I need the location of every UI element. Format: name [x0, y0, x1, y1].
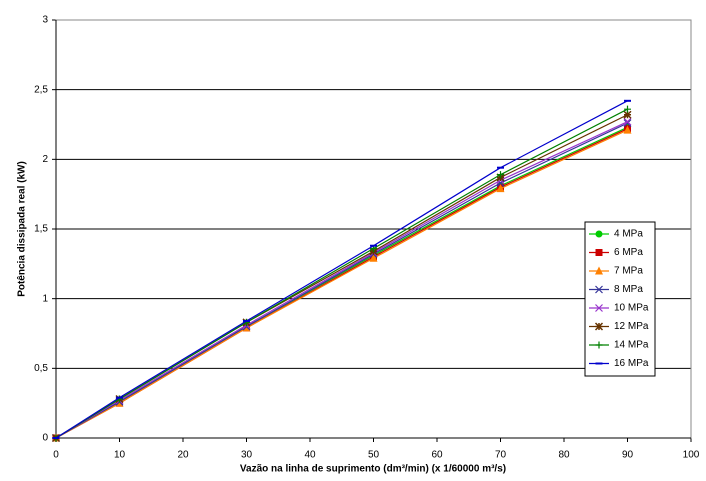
legend-label: 10 MPa — [614, 303, 649, 314]
legend-label: 4 MPa — [614, 229, 643, 240]
x-tick-label: 30 — [241, 450, 253, 461]
legend-marker — [595, 285, 603, 294]
legend-marker — [595, 304, 603, 312]
x-tick-label: 0 — [53, 450, 59, 461]
y-tick-label: 3 — [42, 15, 48, 26]
legend-marker — [595, 249, 603, 256]
legend-label: 14 MPa — [614, 340, 649, 351]
x-tick-label: 70 — [495, 450, 507, 461]
series-line — [55, 122, 628, 439]
y-tick-label: 1,5 — [34, 224, 48, 235]
point — [497, 171, 504, 179]
legend-marker — [595, 230, 603, 238]
x-tick-label: 60 — [431, 450, 443, 461]
legend-marker — [595, 266, 603, 275]
legend-label: 16 MPa — [614, 358, 649, 369]
x-tick-label: 20 — [177, 450, 189, 461]
legend-label: 7 MPa — [614, 266, 643, 277]
legend-box — [584, 221, 656, 377]
legend-label: 8 MPa — [614, 284, 643, 295]
point — [623, 125, 632, 134]
x-tick-label: 80 — [558, 450, 570, 461]
y-tick-label: 2,5 — [34, 84, 48, 95]
legend-marker — [594, 322, 604, 331]
series-line — [55, 121, 628, 439]
point — [623, 119, 632, 128]
point — [115, 398, 124, 407]
point — [369, 253, 378, 262]
legend-label: 12 MPa — [614, 321, 649, 332]
x-tick-label: 50 — [368, 450, 380, 461]
point — [623, 117, 632, 126]
x-tick-label: 90 — [622, 450, 634, 461]
y-tick-label: 0,5 — [34, 363, 48, 374]
x-axis-title: Vazão na linha de suprimento (dm³/min) (… — [240, 464, 506, 475]
y-tick-label: 2 — [42, 154, 48, 165]
legend-marker — [595, 341, 603, 349]
series-line — [55, 100, 628, 439]
point — [242, 323, 251, 332]
y-tick-label: 1 — [42, 293, 48, 304]
x-tick-label: 10 — [114, 450, 126, 461]
legend-label: 6 MPa — [614, 247, 643, 258]
point — [623, 110, 632, 119]
y-tick-label: 0 — [42, 433, 48, 444]
series-line — [55, 129, 628, 439]
y-axis-title: Potência dissipada real (kW) — [17, 161, 28, 297]
point — [624, 105, 631, 113]
series-line — [55, 108, 628, 439]
x-tick-label: 100 — [683, 450, 700, 461]
point — [496, 184, 505, 193]
x-tick-label: 40 — [304, 450, 316, 461]
